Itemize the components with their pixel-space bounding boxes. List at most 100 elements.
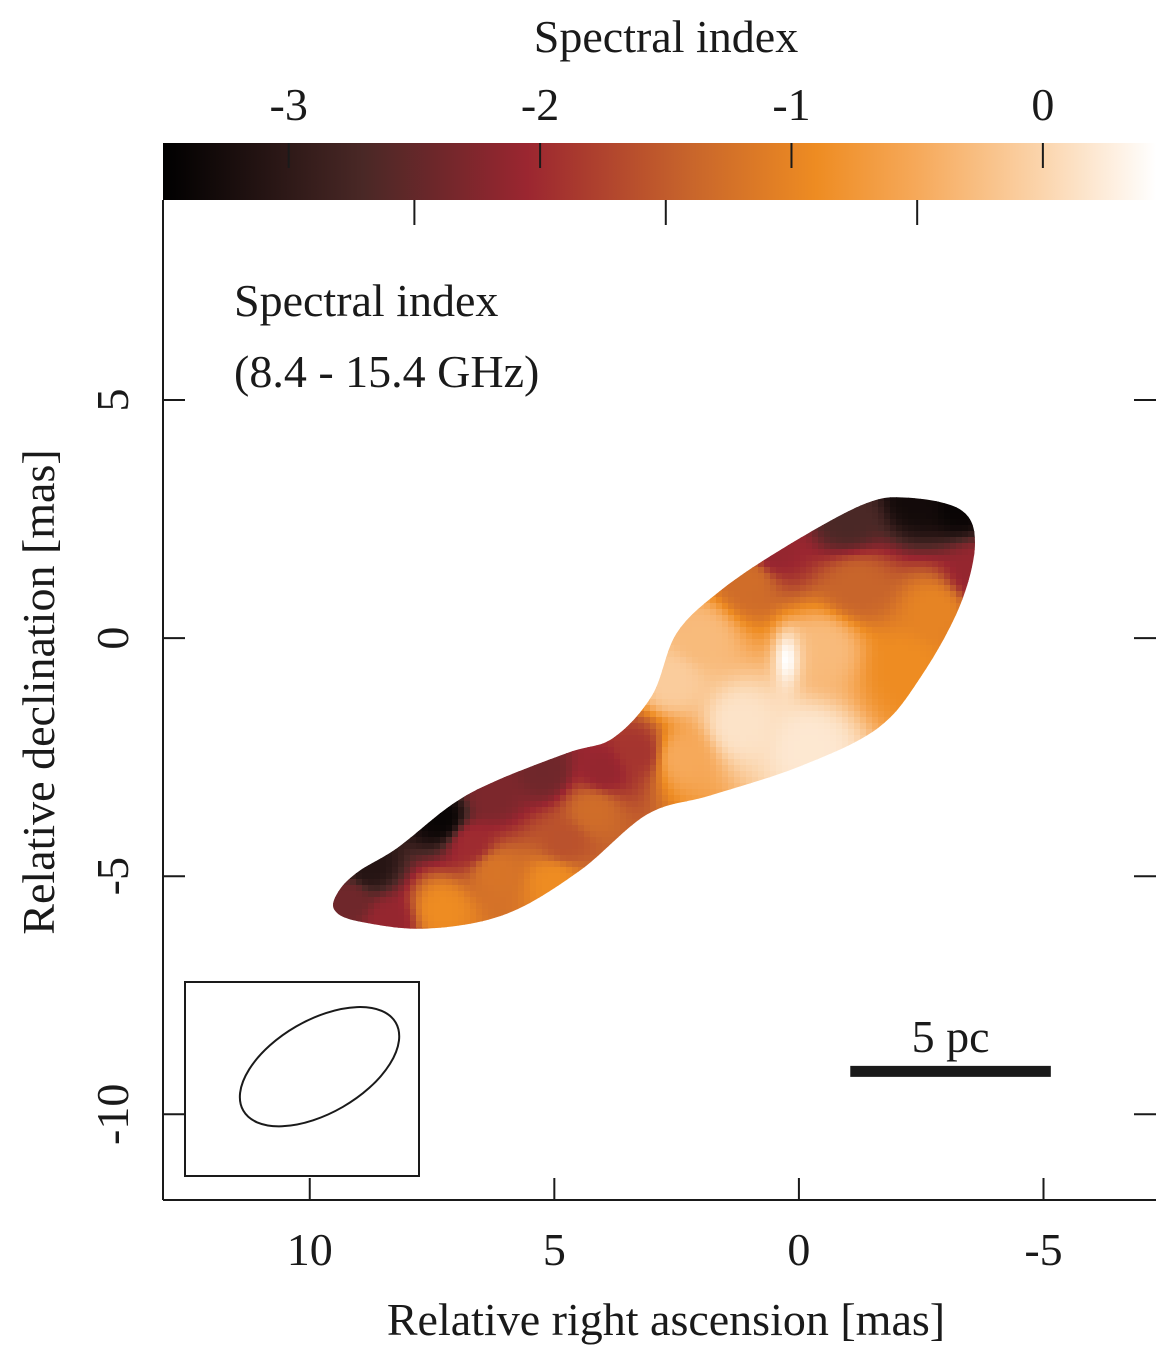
heatmap-cell bbox=[848, 669, 855, 676]
heatmap-cell bbox=[536, 705, 543, 712]
heatmap-cell bbox=[872, 573, 879, 580]
heatmap-cell bbox=[548, 699, 555, 706]
heatmap-cell bbox=[782, 543, 789, 550]
heatmap-cell bbox=[446, 741, 453, 748]
heatmap-cell bbox=[512, 657, 519, 664]
heatmap-cell bbox=[338, 663, 345, 670]
heatmap-cell bbox=[692, 627, 699, 634]
heatmap-cell bbox=[614, 735, 621, 742]
heatmap-cell bbox=[494, 669, 501, 676]
heatmap-cell bbox=[386, 681, 393, 688]
heatmap-cell bbox=[374, 705, 381, 712]
heatmap-cell bbox=[926, 717, 933, 724]
heatmap-cell bbox=[440, 669, 447, 676]
heatmap-cell bbox=[896, 537, 903, 544]
heatmap-cell bbox=[584, 501, 591, 508]
heatmap-cell bbox=[854, 633, 861, 640]
heatmap-cell bbox=[614, 561, 621, 568]
heatmap-cell bbox=[662, 711, 669, 718]
heatmap-cell bbox=[392, 531, 399, 538]
heatmap-cell bbox=[422, 537, 429, 544]
heatmap-cell bbox=[428, 735, 435, 742]
heatmap-cell bbox=[422, 639, 429, 646]
heatmap-cell bbox=[896, 753, 903, 760]
heatmap-cell bbox=[560, 561, 567, 568]
heatmap-cell bbox=[914, 669, 921, 676]
heatmap-cell bbox=[608, 489, 615, 496]
heatmap-cell bbox=[494, 681, 501, 688]
heatmap-cell bbox=[332, 729, 339, 736]
heatmap-cell bbox=[776, 717, 783, 724]
heatmap-cell bbox=[572, 711, 579, 718]
heatmap-cell bbox=[914, 573, 921, 580]
heatmap-cell bbox=[590, 669, 597, 676]
heatmap-cell bbox=[866, 525, 873, 532]
heatmap-cell bbox=[872, 597, 879, 604]
heatmap-cell bbox=[776, 525, 783, 532]
heatmap-cell bbox=[548, 621, 555, 628]
heatmap-cell bbox=[440, 597, 447, 604]
heatmap-cell bbox=[962, 573, 969, 580]
heatmap-cell bbox=[956, 537, 963, 544]
heatmap-cell bbox=[566, 741, 573, 748]
heatmap-cell bbox=[362, 753, 369, 760]
heatmap-cell bbox=[422, 627, 429, 634]
heatmap-cell bbox=[764, 615, 771, 622]
heatmap-cell bbox=[644, 603, 651, 610]
heatmap-cell bbox=[554, 579, 561, 586]
heatmap-cell bbox=[848, 519, 855, 526]
heatmap-cell bbox=[410, 657, 417, 664]
heatmap-cell bbox=[878, 621, 885, 628]
heatmap-cell bbox=[620, 555, 627, 562]
heatmap-cell bbox=[740, 513, 747, 520]
heatmap-cell bbox=[452, 687, 459, 694]
heatmap-cell bbox=[560, 585, 567, 592]
heatmap-cell bbox=[800, 579, 807, 586]
heatmap-cell bbox=[710, 705, 717, 712]
heatmap-cell bbox=[854, 747, 861, 754]
heatmap-cell bbox=[830, 519, 837, 526]
heatmap-cell bbox=[512, 633, 519, 640]
heatmap-cell bbox=[380, 525, 387, 532]
heatmap-cell bbox=[368, 711, 375, 718]
heatmap-cell bbox=[644, 531, 651, 538]
heatmap-cell bbox=[392, 615, 399, 622]
heatmap-cell bbox=[848, 507, 855, 514]
heatmap-cell bbox=[500, 669, 507, 676]
heatmap-cell bbox=[758, 507, 765, 514]
heatmap-cell bbox=[728, 519, 735, 526]
heatmap-cell bbox=[626, 747, 633, 754]
heatmap-cell bbox=[818, 693, 825, 700]
heatmap-cell bbox=[848, 549, 855, 556]
heatmap-cell bbox=[836, 645, 843, 652]
heatmap-cell bbox=[590, 507, 597, 514]
heatmap-cell bbox=[482, 663, 489, 670]
heatmap-cell bbox=[638, 639, 645, 646]
heatmap-cell bbox=[962, 705, 969, 712]
heatmap-cell bbox=[884, 525, 891, 532]
heatmap-cell bbox=[710, 579, 717, 586]
heatmap-cell bbox=[962, 639, 969, 646]
heatmap-cell bbox=[980, 729, 987, 736]
heatmap-cell bbox=[584, 681, 591, 688]
heatmap-cell bbox=[632, 717, 639, 724]
heatmap-cell bbox=[848, 633, 855, 640]
heatmap-cell bbox=[410, 615, 417, 622]
heatmap-cell bbox=[338, 729, 345, 736]
heatmap-cell bbox=[974, 497, 975, 502]
heatmap-cell bbox=[644, 735, 651, 742]
heatmap-cell bbox=[902, 549, 909, 556]
heatmap-cell bbox=[542, 591, 549, 598]
heatmap-cell bbox=[896, 525, 903, 532]
heatmap-cell bbox=[902, 627, 909, 634]
heatmap-cell bbox=[842, 531, 849, 538]
heatmap-cell bbox=[866, 723, 873, 730]
heatmap-cell bbox=[944, 489, 951, 496]
heatmap-cell bbox=[962, 747, 969, 754]
heatmap-cell bbox=[728, 573, 735, 580]
heatmap-cell bbox=[776, 585, 783, 592]
heatmap-cell bbox=[602, 627, 609, 634]
heatmap-cell bbox=[440, 585, 447, 592]
heatmap-cell bbox=[524, 627, 531, 634]
heatmap-cell bbox=[878, 501, 885, 508]
